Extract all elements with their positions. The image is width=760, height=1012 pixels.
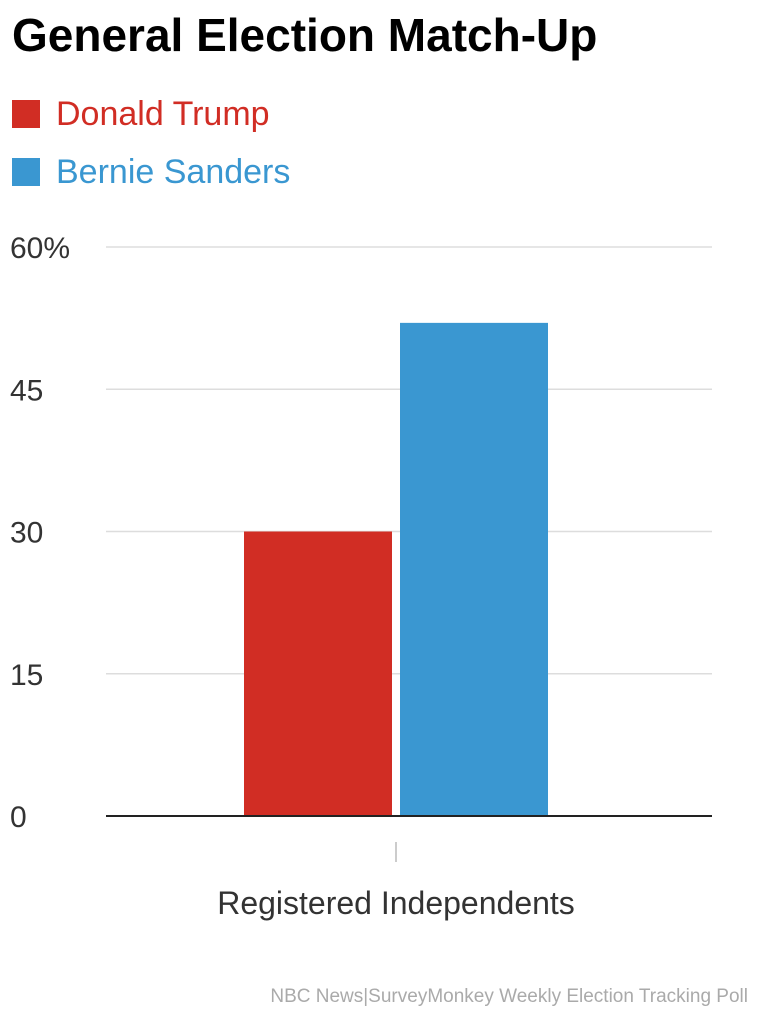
chart-title: General Election Match-Up	[12, 9, 598, 61]
x-category-label: Registered Independents	[217, 885, 575, 921]
bar-trump	[244, 531, 392, 816]
y-tick-label: 15	[10, 659, 43, 692]
legend-label-trump: Donald Trump	[56, 95, 270, 133]
legend-label-sanders: Bernie Sanders	[56, 153, 291, 191]
y-tick-label: 30	[10, 517, 43, 550]
legend-item-trump: Donald Trump	[12, 94, 290, 134]
y-tick-label: 45	[10, 374, 43, 407]
y-tick-label: 60%	[10, 232, 70, 265]
legend-swatch-sanders	[12, 158, 40, 186]
legend: Donald Trump Bernie Sanders	[12, 94, 290, 210]
source-note: NBC News|SurveyMonkey Weekly Election Tr…	[270, 986, 748, 1007]
y-tick-label: 0	[10, 801, 27, 834]
legend-swatch-trump	[12, 100, 40, 128]
legend-item-sanders: Bernie Sanders	[12, 152, 290, 192]
bar-sanders	[400, 322, 548, 816]
